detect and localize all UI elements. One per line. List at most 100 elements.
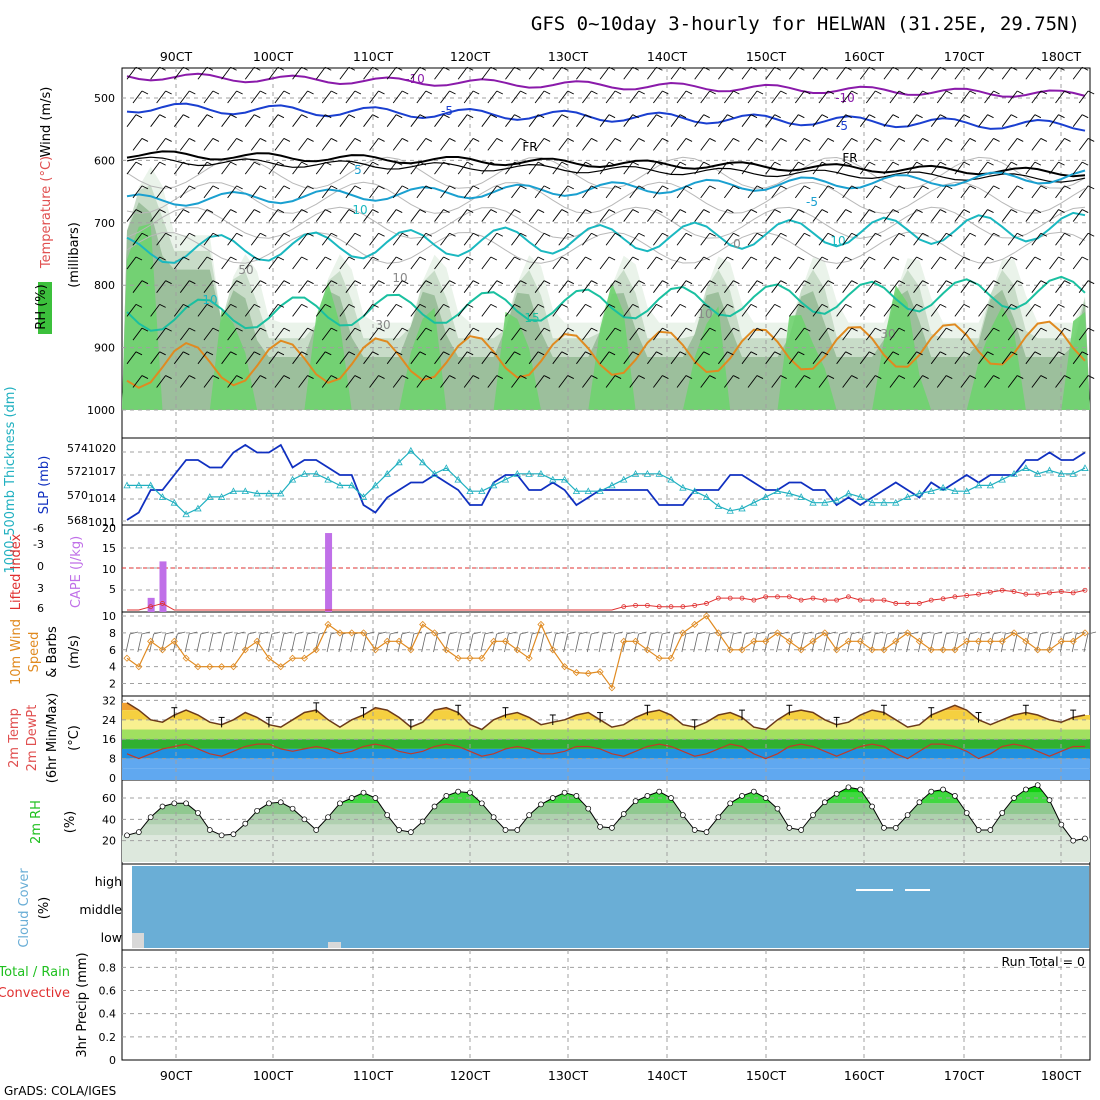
wind-barb: [653, 90, 663, 104]
lifted-index-marker: [881, 597, 887, 603]
wind-barb: [236, 185, 243, 190]
wind-barb: [206, 66, 214, 71]
wind-barb-10m: [614, 631, 624, 635]
wind-barb: [647, 161, 657, 175]
wind-barb: [662, 185, 669, 190]
wind-barb: [189, 232, 196, 237]
wind-barb: [401, 232, 409, 237]
rh-contour: [126, 156, 1086, 190]
wind-barb: [487, 185, 498, 199]
rh-marker: [124, 832, 130, 839]
wind-barb: [733, 138, 740, 142]
wind-barb: [765, 351, 776, 365]
wind-barb: [1017, 327, 1024, 332]
wind-barb: [141, 327, 149, 332]
wind-barb-10m: [740, 633, 746, 653]
wind-barb: [197, 256, 208, 270]
wind-barb: [156, 327, 167, 341]
wind-barb: [812, 256, 823, 270]
wind-barb: [457, 256, 468, 270]
wind-barb: [1058, 114, 1065, 119]
wind-barb: [1001, 161, 1012, 175]
wind-barb: [922, 232, 929, 237]
wind-barb: [717, 304, 728, 317]
wind-barb: [869, 303, 876, 308]
y-tick-wind: 6: [109, 644, 116, 657]
wind-speed-marker: [915, 637, 923, 645]
rh-marker: [845, 784, 852, 791]
thickness-marker: [300, 470, 309, 477]
wind-barb: [443, 161, 450, 166]
wind-barb: [425, 327, 433, 332]
wind-barb: [165, 327, 172, 332]
wind-barb: [440, 138, 450, 151]
wind-barb: [812, 161, 823, 175]
wind-barb: [543, 327, 551, 332]
rh-marker: [230, 831, 237, 838]
wind-barb: [859, 161, 870, 175]
contour-label: 10: [202, 293, 217, 307]
thickness-marker: [667, 475, 675, 483]
wind-barb: [788, 256, 799, 270]
wind-speed-marker: [135, 663, 143, 671]
y-tick-slp: 1011: [88, 516, 116, 529]
wind-barb: [156, 280, 167, 293]
wind-barb: [283, 138, 291, 142]
wind-barb: [865, 138, 876, 151]
wind-barb: [189, 280, 196, 285]
wind-barb: [1049, 304, 1059, 317]
rh-marker: [881, 825, 887, 831]
wind-barb: [709, 280, 716, 285]
wind-barb: [993, 232, 1000, 237]
thickness-marker: [927, 487, 935, 495]
wind-barb-10m: [705, 633, 710, 653]
wind-speed-marker: [123, 654, 131, 662]
wind-barb: [741, 351, 752, 365]
wind-barb: [395, 161, 403, 166]
wind-barb: [703, 256, 710, 261]
wind-speed-marker: [253, 637, 261, 645]
wind-barb: [321, 232, 332, 246]
wind-barb: [537, 303, 545, 308]
rh-marker: [490, 814, 497, 821]
temperature-contour: [126, 169, 1086, 207]
lifted-index-marker: [798, 597, 804, 603]
wind-speed-marker: [561, 663, 569, 671]
x-tick-bottom: 140CT: [647, 1068, 688, 1083]
wind-barb-10m: [527, 633, 533, 653]
wind-barb: [875, 138, 882, 142]
wind-barb-10m: [934, 631, 943, 635]
wind-barb: [898, 232, 906, 237]
wind-barb: [916, 256, 923, 261]
wind-barb: [260, 327, 267, 332]
temp-units-axis-label: (°C): [67, 725, 82, 751]
wind-barb: [244, 114, 255, 127]
wind-barb: [567, 232, 574, 237]
wind-barb: [804, 375, 811, 379]
rh-marker: [609, 825, 615, 831]
wind-barb: [946, 232, 953, 237]
wind-barb: [771, 280, 782, 293]
wind-barb: [940, 114, 947, 119]
wind-barb: [321, 375, 332, 388]
wind-barb: [662, 138, 669, 142]
rh-marker: [419, 818, 426, 825]
wind-barb: [212, 90, 220, 95]
wind-barb: [331, 375, 338, 379]
wind-barb: [591, 375, 598, 379]
x-tick-top: 160CT: [844, 49, 885, 64]
wind-barb: [552, 304, 563, 317]
wind-barb: [345, 90, 356, 104]
wind-barb: [859, 67, 870, 80]
wind-barb: [254, 303, 261, 308]
rh-marker: [171, 800, 178, 807]
wind-barb: [511, 90, 521, 104]
wind-barb: [1055, 327, 1065, 341]
wind-barb: [733, 375, 740, 379]
wind-barb-10m: [945, 631, 955, 635]
thickness-marker: [868, 498, 876, 506]
wind-barb: [197, 209, 208, 222]
wind-barb: [221, 304, 231, 317]
wind-speed-marker: [655, 654, 663, 662]
wind-barb: [212, 280, 220, 285]
